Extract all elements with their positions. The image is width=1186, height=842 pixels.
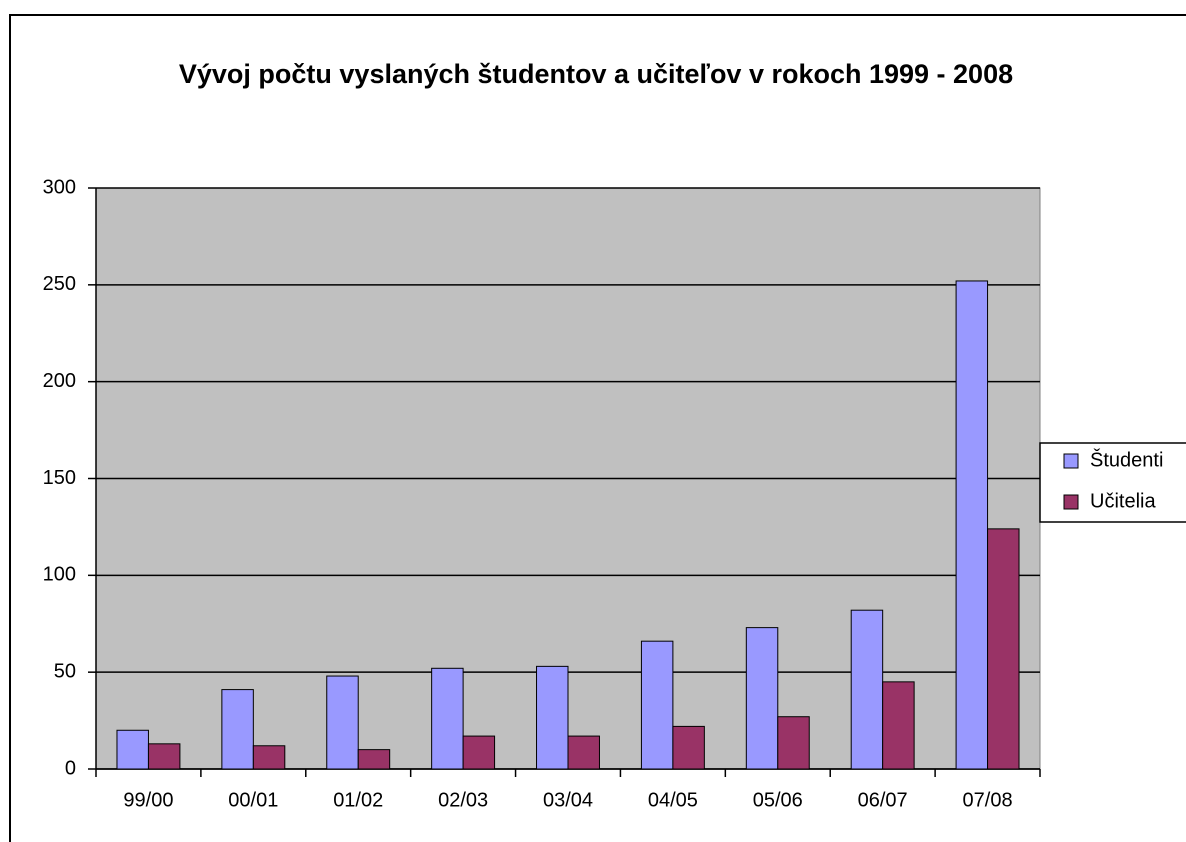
y-tick-label: 300 xyxy=(43,176,76,198)
bar xyxy=(116,729,149,770)
x-tick-label: 06/07 xyxy=(858,789,908,811)
x-tick-label: 03/04 xyxy=(543,789,593,811)
chart-title: Vývoj počtu vyslaných študentov a učiteľ… xyxy=(178,59,1014,89)
bar xyxy=(567,735,600,770)
bar xyxy=(672,725,705,770)
x-tick-label: 02/03 xyxy=(438,789,488,811)
bar xyxy=(640,640,674,770)
bar xyxy=(357,749,391,770)
bar xyxy=(745,627,779,770)
bar xyxy=(221,689,254,770)
bar xyxy=(252,745,286,770)
bar xyxy=(462,735,496,770)
bar xyxy=(326,675,359,770)
y-tick-label: 250 xyxy=(43,273,76,295)
y-tick-label: 50 xyxy=(54,660,76,682)
legend-label: Študenti xyxy=(1090,448,1163,471)
legend-swatch xyxy=(1063,494,1079,510)
bar xyxy=(850,609,884,770)
x-tick-label: 01/02 xyxy=(333,789,383,811)
bar xyxy=(147,743,181,770)
x-tick-label: 99/00 xyxy=(123,789,173,811)
bar xyxy=(987,528,1020,770)
legend-label: Učitelia xyxy=(1090,490,1156,512)
y-tick-label: 150 xyxy=(43,467,76,489)
bar xyxy=(777,716,810,770)
bar xyxy=(955,280,989,770)
bar xyxy=(536,665,569,770)
x-tick-label: 04/05 xyxy=(648,789,698,811)
bar xyxy=(431,667,464,770)
x-tick-label: 00/01 xyxy=(228,789,278,811)
bar xyxy=(882,681,915,770)
legend-swatch xyxy=(1063,453,1079,469)
y-tick-label: 0 xyxy=(65,757,76,779)
y-tick-label: 100 xyxy=(43,564,76,586)
x-tick-label: 07/08 xyxy=(963,789,1013,811)
y-tick-label: 200 xyxy=(43,370,76,392)
x-tick-label: 05/06 xyxy=(753,789,803,811)
